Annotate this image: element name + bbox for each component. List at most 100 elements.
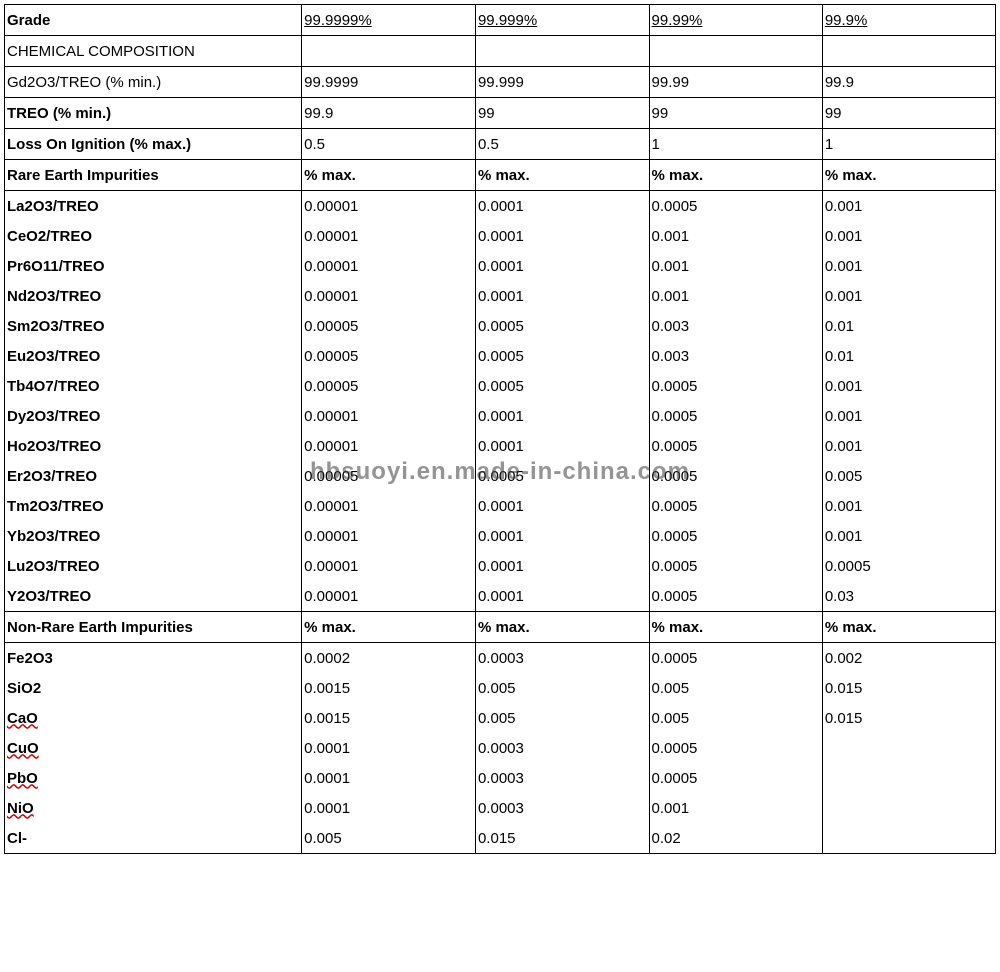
row-label: SiO2 <box>5 673 302 703</box>
cell: 0.0001 <box>475 581 649 612</box>
table-row: La2O3/TREO0.000010.00010.00050.001 <box>5 191 996 222</box>
cell: 0.01 <box>822 311 995 341</box>
cell: 0.0005 <box>649 371 822 401</box>
cell: 0.001 <box>822 491 995 521</box>
section-title-row: Rare Earth Impurities % max. % max. % ma… <box>5 160 996 191</box>
cell: 0.0005 <box>475 341 649 371</box>
row-label: TREO (% min.) <box>5 98 302 129</box>
cell: 99 <box>649 98 822 129</box>
row-label: Eu2O3/TREO <box>5 341 302 371</box>
cell: 99.9 <box>822 67 995 98</box>
cell: 0.001 <box>822 371 995 401</box>
cell: 0.001 <box>822 401 995 431</box>
cell: 0.0003 <box>475 643 649 674</box>
cell: 0.0003 <box>475 793 649 823</box>
cell <box>822 733 995 763</box>
cell: 0.5 <box>302 129 476 160</box>
table-row: Ho2O3/TREO0.000010.00010.00050.001 <box>5 431 996 461</box>
section-title-row: CHEMICAL COMPOSITION <box>5 36 996 67</box>
cell: 0.01 <box>822 341 995 371</box>
cell: 0.00005 <box>302 371 476 401</box>
table-row: CaO0.00150.0050.0050.015 <box>5 703 996 733</box>
cell: 0.00001 <box>302 191 476 222</box>
cell: 0.0001 <box>475 221 649 251</box>
table-row: Yb2O3/TREO0.000010.00010.00050.001 <box>5 521 996 551</box>
cell: 0.0005 <box>822 551 995 581</box>
cell: 0.002 <box>822 643 995 674</box>
table-row: Loss On Ignition (% max.) 0.5 0.5 1 1 <box>5 129 996 160</box>
section-title: Rare Earth Impurities <box>5 160 302 191</box>
cell: 0.005 <box>649 703 822 733</box>
table-row: Pr6O11/TREO0.000010.00010.0010.001 <box>5 251 996 281</box>
table-row: PbO0.00010.00030.0005 <box>5 763 996 793</box>
cell: 0.5 <box>475 129 649 160</box>
cell: 0.00001 <box>302 221 476 251</box>
cell: 0.00001 <box>302 431 476 461</box>
cell: 0.0005 <box>475 311 649 341</box>
row-label: Yb2O3/TREO <box>5 521 302 551</box>
table-row: Cl-0.0050.0150.02 <box>5 823 996 854</box>
table-row: CeO2/TREO0.000010.00010.0010.001 <box>5 221 996 251</box>
cell: 0.0005 <box>475 461 649 491</box>
cell: 0.0005 <box>649 521 822 551</box>
cell: 0.001 <box>822 251 995 281</box>
cell: 0.00001 <box>302 491 476 521</box>
cell: 0.0001 <box>475 551 649 581</box>
row-label: Pr6O11/TREO <box>5 251 302 281</box>
cell: 0.0001 <box>475 491 649 521</box>
cell: 0.00001 <box>302 401 476 431</box>
row-label: Nd2O3/TREO <box>5 281 302 311</box>
cell: 0.003 <box>649 311 822 341</box>
cell: 0.015 <box>822 703 995 733</box>
row-label: NiO <box>7 800 34 817</box>
table-row: CuO0.00010.00030.0005 <box>5 733 996 763</box>
cell: 99.99 <box>649 67 822 98</box>
cell: 0.0005 <box>649 401 822 431</box>
section-title: Non-Rare Earth Impurities <box>5 612 302 643</box>
cell: 0.0005 <box>649 643 822 674</box>
cell: 0.0015 <box>302 673 476 703</box>
cell: 0.0005 <box>649 763 822 793</box>
cell: 99.999 <box>475 67 649 98</box>
section-title-row: Non-Rare Earth Impurities % max. % max. … <box>5 612 996 643</box>
cell: 99 <box>475 98 649 129</box>
cell: 0.0015 <box>302 703 476 733</box>
cell <box>822 823 995 854</box>
row-label: Tm2O3/TREO <box>5 491 302 521</box>
unit-label: % max. <box>649 612 822 643</box>
cell <box>822 793 995 823</box>
cell: 0.00005 <box>302 461 476 491</box>
grade-1: 99.999% <box>478 12 537 29</box>
cell: 0.0005 <box>649 491 822 521</box>
cell: 0.0001 <box>475 401 649 431</box>
cell: 0.0003 <box>475 733 649 763</box>
cell: 0.0002 <box>302 643 476 674</box>
cell: 99 <box>822 98 995 129</box>
cell: 0.00001 <box>302 251 476 281</box>
row-label: PbO <box>7 770 38 787</box>
row-label: Dy2O3/TREO <box>5 401 302 431</box>
grade-2: 99.99% <box>652 12 703 29</box>
unit-label: % max. <box>302 160 476 191</box>
unit-label: % max. <box>822 160 995 191</box>
cell: 0.00001 <box>302 551 476 581</box>
cell: 0.0003 <box>475 763 649 793</box>
table-row: Dy2O3/TREO0.000010.00010.00050.001 <box>5 401 996 431</box>
table-row: Fe2O30.00020.00030.00050.002 <box>5 643 996 674</box>
cell: 0.001 <box>649 281 822 311</box>
cell <box>822 763 995 793</box>
row-label: Gd2O3/TREO (% min.) <box>5 67 302 98</box>
table-row: SiO20.00150.0050.0050.015 <box>5 673 996 703</box>
row-label: CuO <box>7 740 39 757</box>
cell: 1 <box>822 129 995 160</box>
row-label: Sm2O3/TREO <box>5 311 302 341</box>
row-label: Fe2O3 <box>5 643 302 674</box>
cell: 99.9999 <box>302 67 476 98</box>
spec-table: Grade 99.9999% 99.999% 99.99% 99.9% CHEM… <box>4 4 996 854</box>
cell: 0.001 <box>822 521 995 551</box>
table-row: TREO (% min.) 99.9 99 99 99 <box>5 98 996 129</box>
cell: 0.005 <box>822 461 995 491</box>
table-row: Tm2O3/TREO0.000010.00010.00050.001 <box>5 491 996 521</box>
row-label: Ho2O3/TREO <box>5 431 302 461</box>
table-row: Lu2O3/TREO0.000010.00010.00050.0005 <box>5 551 996 581</box>
